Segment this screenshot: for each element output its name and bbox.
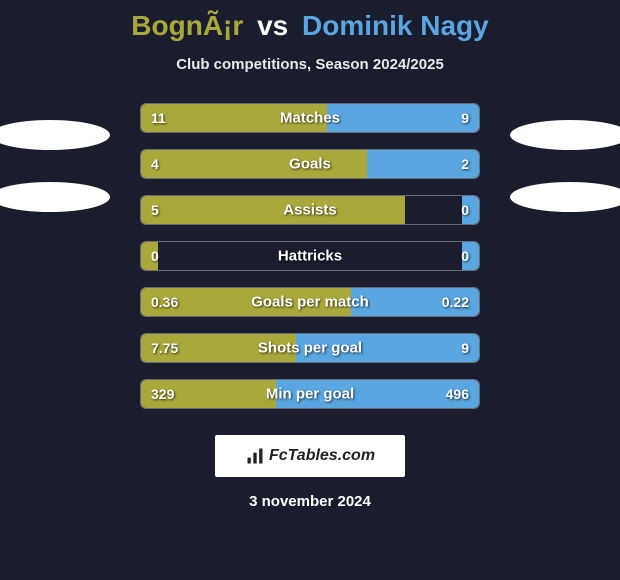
stat-row: 11 9 Matches <box>140 103 480 133</box>
stat-value-left: 5 <box>151 202 159 218</box>
ellipse-icon <box>0 182 110 212</box>
stat-row: 5 0 Assists <box>140 195 480 225</box>
comparison-title: BognÃ¡r vs Dominik Nagy <box>0 0 620 42</box>
stat-value-right: 0 <box>461 202 469 218</box>
stat-label: Matches <box>280 110 340 127</box>
bar-fill-left <box>141 150 367 178</box>
stat-value-left: 329 <box>151 386 174 402</box>
stats-bar-chart: 11 9 Matches 4 2 Goals 5 0 Assists 0 0 Hattricks 0.3… <box>140 103 480 409</box>
decorative-ellipses-right <box>510 120 620 212</box>
stat-label: Goals per match <box>251 294 369 311</box>
stat-value-right: 9 <box>461 110 469 126</box>
bar-fill-left <box>141 196 405 224</box>
logo-text: FcTables.com <box>269 447 375 465</box>
stat-row: 7.75 9 Shots per goal <box>140 333 480 363</box>
stat-row: 4 2 Goals <box>140 149 480 179</box>
stat-value-left: 0 <box>151 248 159 264</box>
stat-row: 0 0 Hattricks <box>140 241 480 271</box>
ellipse-icon <box>510 120 620 150</box>
bar-fill-right <box>327 104 479 132</box>
fctables-logo: FcTables.com <box>215 435 405 477</box>
stat-value-left: 7.75 <box>151 340 178 356</box>
vs-label: vs <box>257 10 288 41</box>
stat-value-left: 4 <box>151 156 159 172</box>
ellipse-icon <box>510 182 620 212</box>
stat-label: Shots per goal <box>258 340 362 357</box>
stat-value-left: 11 <box>151 110 166 126</box>
stat-label: Goals <box>289 156 331 173</box>
stat-value-right: 496 <box>446 386 469 402</box>
player1-name: BognÃ¡r <box>131 10 243 41</box>
stat-value-left: 0.36 <box>151 294 178 310</box>
footer-date: 3 november 2024 <box>0 493 620 510</box>
stat-row: 329 496 Min per goal <box>140 379 480 409</box>
stat-value-right: 0.22 <box>442 294 469 310</box>
player2-name: Dominik Nagy <box>302 10 489 41</box>
stat-value-right: 0 <box>461 248 469 264</box>
stat-label: Assists <box>283 202 336 219</box>
season-subtitle: Club competitions, Season 2024/2025 <box>0 56 620 73</box>
stat-value-right: 9 <box>461 340 469 356</box>
stat-label: Min per goal <box>266 386 354 403</box>
ellipse-icon <box>0 120 110 150</box>
stat-label: Hattricks <box>278 248 342 265</box>
stat-value-right: 2 <box>461 156 469 172</box>
stat-row: 0.36 0.22 Goals per match <box>140 287 480 317</box>
chart-icon <box>245 446 265 466</box>
decorative-ellipses-left <box>0 120 110 212</box>
